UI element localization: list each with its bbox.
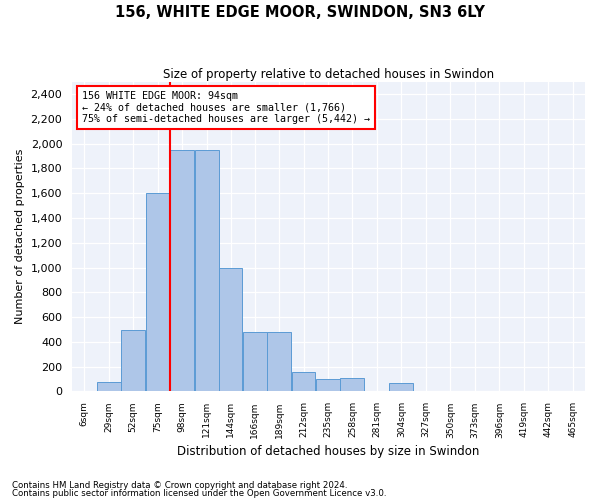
Bar — [316, 379, 340, 392]
Title: Size of property relative to detached houses in Swindon: Size of property relative to detached ho… — [163, 68, 494, 80]
Bar — [97, 382, 121, 392]
X-axis label: Distribution of detached houses by size in Swindon: Distribution of detached houses by size … — [178, 444, 480, 458]
Bar — [340, 378, 364, 392]
Bar — [267, 332, 291, 392]
Text: Contains HM Land Registry data © Crown copyright and database right 2024.: Contains HM Land Registry data © Crown c… — [12, 480, 347, 490]
Text: Contains public sector information licensed under the Open Government Licence v3: Contains public sector information licen… — [12, 489, 386, 498]
Bar — [170, 150, 194, 392]
Bar — [121, 330, 145, 392]
Text: 156 WHITE EDGE MOOR: 94sqm
← 24% of detached houses are smaller (1,766)
75% of s: 156 WHITE EDGE MOOR: 94sqm ← 24% of deta… — [82, 91, 370, 124]
Y-axis label: Number of detached properties: Number of detached properties — [15, 149, 25, 324]
Bar — [292, 372, 316, 392]
Text: 156, WHITE EDGE MOOR, SWINDON, SN3 6LY: 156, WHITE EDGE MOOR, SWINDON, SN3 6LY — [115, 5, 485, 20]
Bar — [242, 332, 266, 392]
Bar — [146, 193, 170, 392]
Bar — [219, 268, 242, 392]
Bar — [194, 150, 218, 392]
Bar — [389, 384, 413, 392]
